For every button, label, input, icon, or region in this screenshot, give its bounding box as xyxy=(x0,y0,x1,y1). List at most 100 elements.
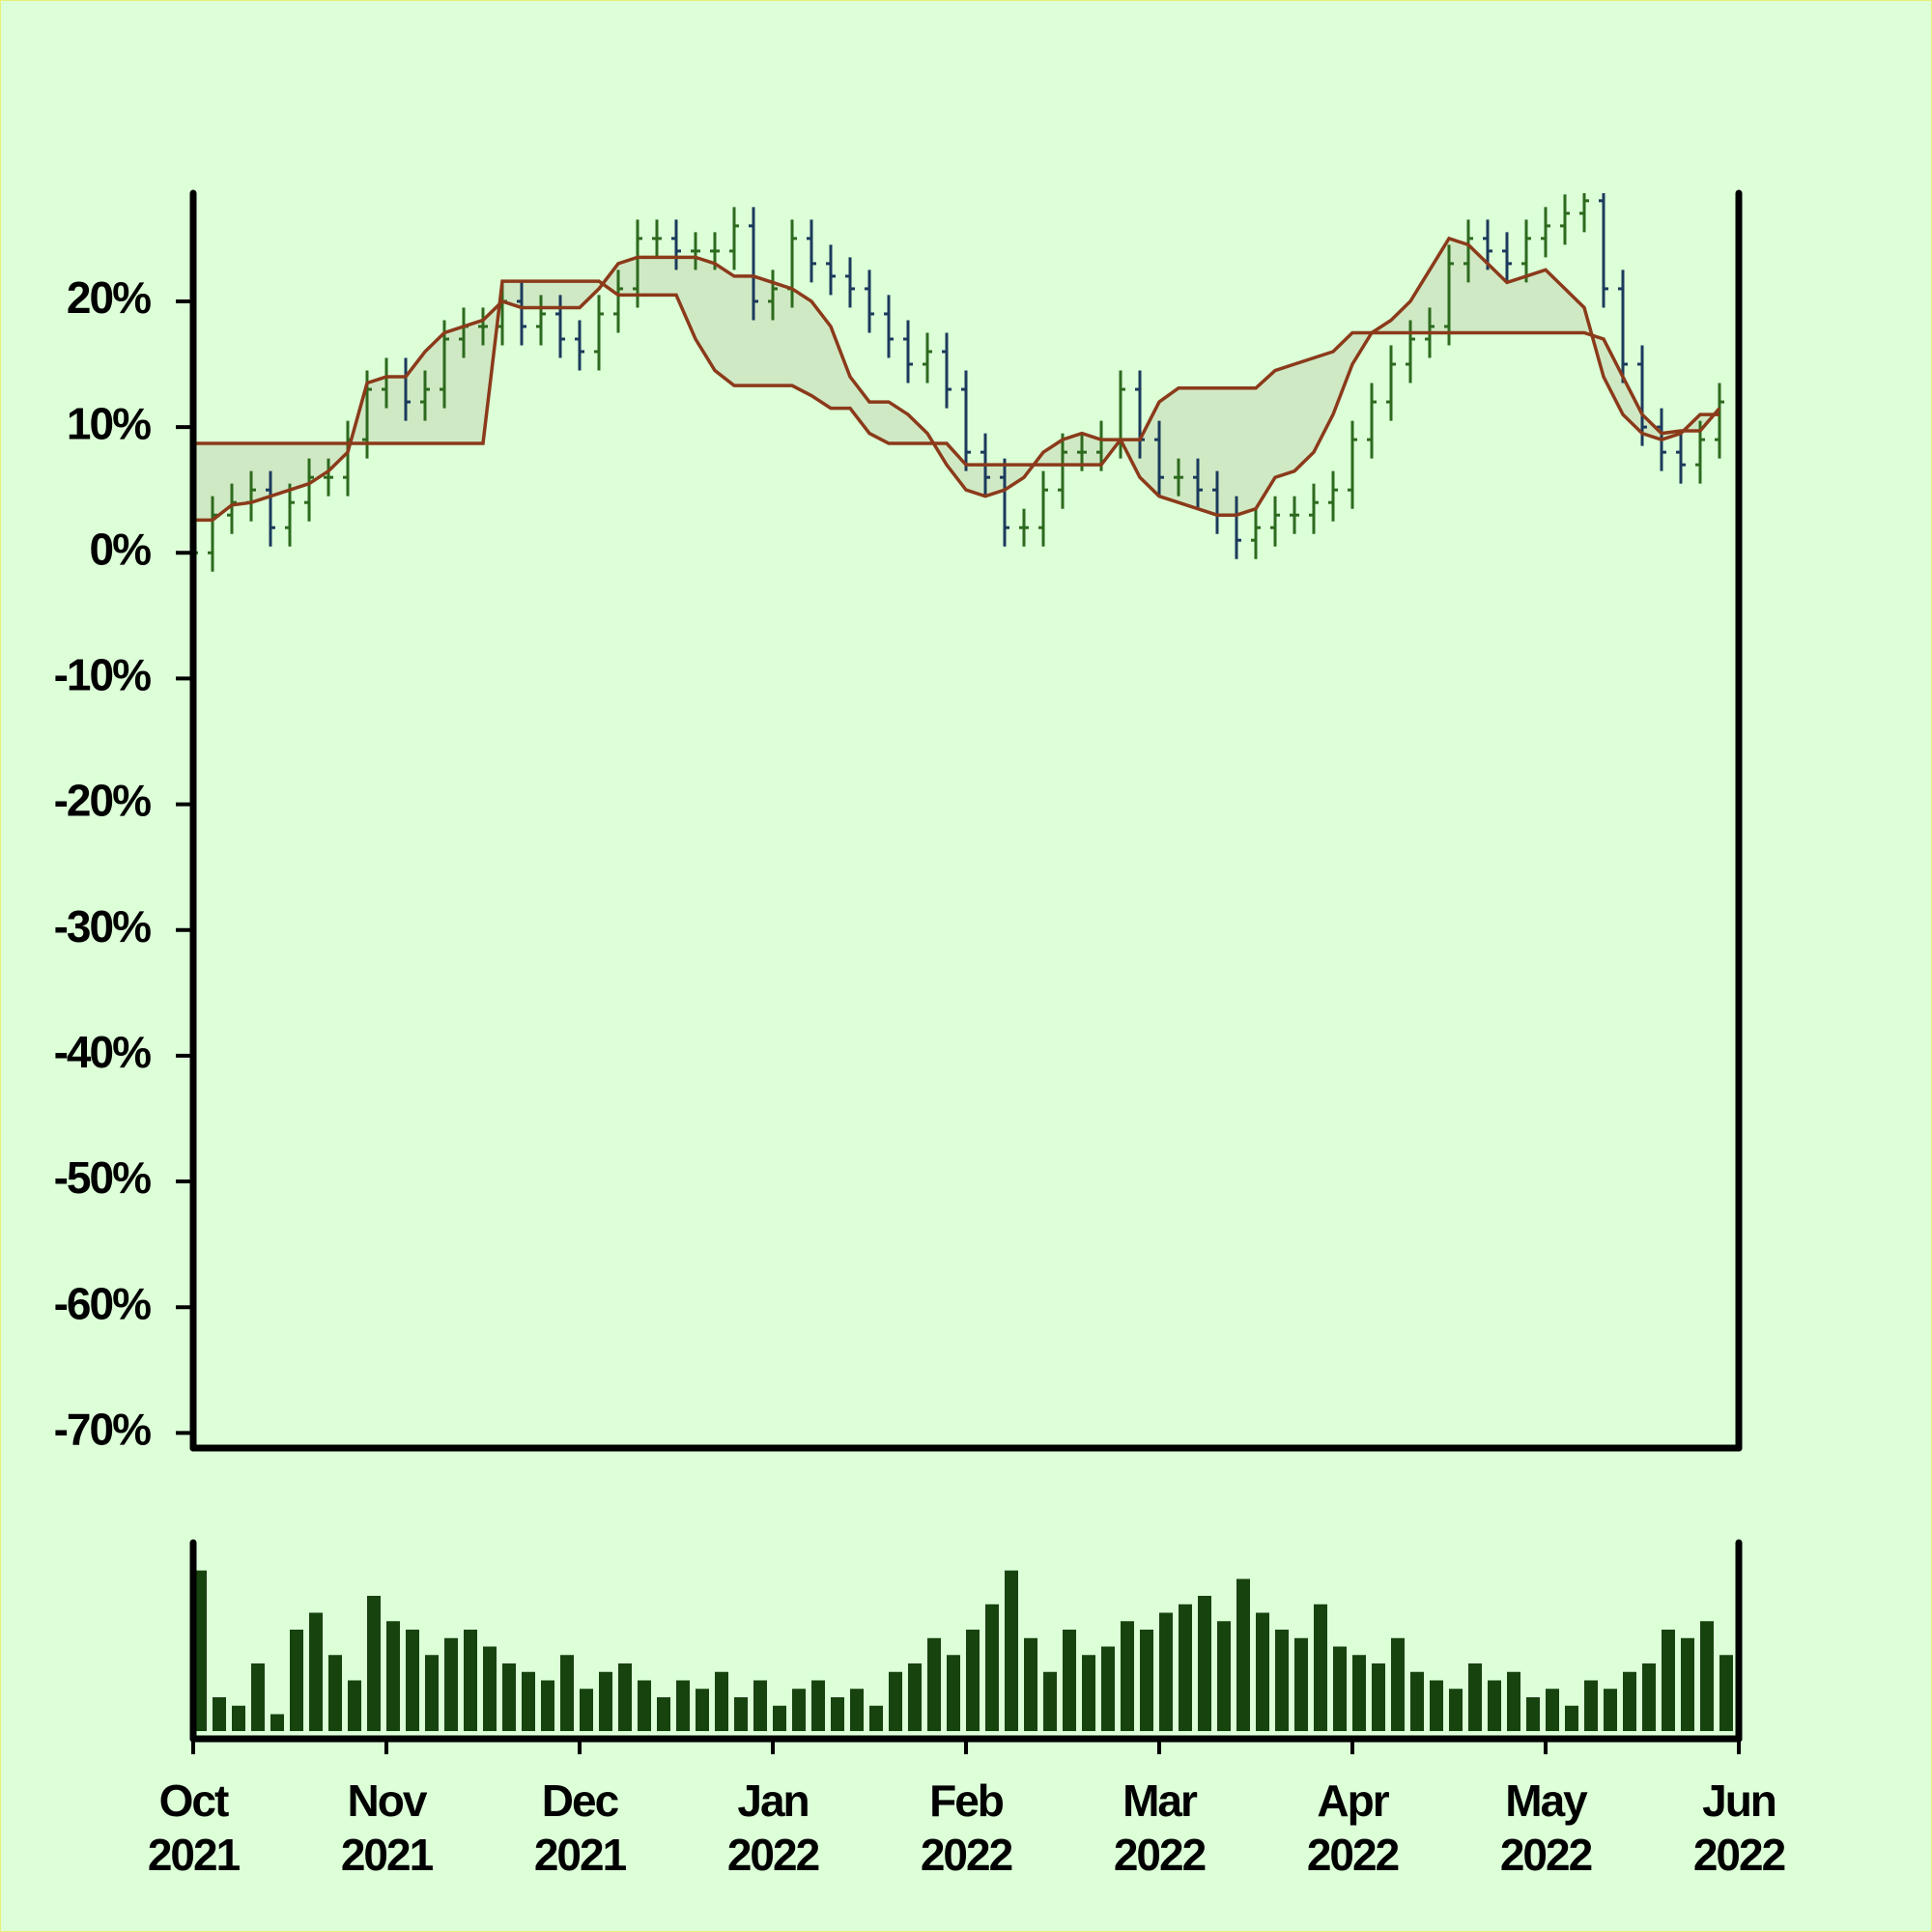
volume-bar xyxy=(638,1680,651,1731)
y-tick-label: -50% xyxy=(54,1152,151,1203)
volume-bar xyxy=(1449,1689,1463,1731)
volume-bar xyxy=(522,1671,535,1731)
volume-bar xyxy=(213,1697,226,1731)
volume-bar xyxy=(947,1655,960,1731)
volume-bar xyxy=(850,1689,864,1731)
volume-bar xyxy=(1507,1671,1520,1731)
y-tick-label: 0% xyxy=(90,524,152,574)
x-tick-label: May 2022 xyxy=(1499,1776,1593,1880)
volume-bar xyxy=(1198,1596,1211,1731)
volume-bar xyxy=(1179,1604,1192,1731)
volume-bar xyxy=(406,1630,419,1731)
volume-bar xyxy=(464,1630,477,1731)
volume-bar xyxy=(676,1680,690,1731)
volume-bar xyxy=(1468,1663,1482,1731)
volume-bar xyxy=(753,1680,767,1731)
volume-bar xyxy=(1256,1612,1269,1731)
indicator-line xyxy=(193,236,1719,523)
volume-bar xyxy=(715,1671,728,1731)
volume-bar xyxy=(580,1689,593,1731)
volume-bar xyxy=(1372,1663,1385,1731)
volume-bar xyxy=(1604,1689,1617,1731)
y-tick-label: -70% xyxy=(54,1405,151,1455)
volume-bar xyxy=(1121,1621,1134,1731)
volume-bar xyxy=(1024,1637,1037,1731)
volume-bar xyxy=(309,1612,323,1731)
y-tick-label: -10% xyxy=(54,650,151,700)
volume-bar xyxy=(985,1604,999,1731)
volume-bar xyxy=(792,1689,806,1731)
volume-bar xyxy=(483,1646,497,1731)
volume-bar xyxy=(1082,1655,1095,1731)
volume-bar xyxy=(773,1705,786,1731)
volume-bar xyxy=(386,1621,400,1731)
y-tick-label: 10% xyxy=(67,398,151,448)
volume-bar xyxy=(966,1630,980,1731)
volume-bar xyxy=(1662,1630,1675,1731)
volume-bar xyxy=(1565,1705,1578,1731)
volume-bar xyxy=(1159,1612,1173,1731)
volume-bar xyxy=(425,1655,439,1731)
volume-bar xyxy=(1217,1621,1231,1731)
volume-bar xyxy=(270,1714,284,1731)
volume-bar xyxy=(1063,1630,1076,1731)
y-tick-label: 20% xyxy=(67,272,151,323)
volume-bar xyxy=(541,1680,554,1731)
volume-bar xyxy=(251,1663,265,1731)
y-tick-label: -60% xyxy=(54,1278,151,1328)
volume-bar xyxy=(1352,1655,1366,1731)
volume-bar xyxy=(560,1655,574,1731)
volume-bar xyxy=(889,1671,902,1731)
y-tick-label: -30% xyxy=(54,901,151,952)
volume-bar xyxy=(811,1680,825,1731)
volume-bar xyxy=(1043,1671,1057,1731)
volume-bar xyxy=(1140,1630,1153,1731)
volume-bar xyxy=(1005,1570,1018,1731)
indicator-line xyxy=(193,279,1721,467)
volume-bar xyxy=(348,1680,361,1731)
volume-bar xyxy=(869,1705,883,1731)
volume-bar xyxy=(1430,1680,1443,1731)
x-tick-label: Jan 2022 xyxy=(726,1776,820,1880)
volume-bar xyxy=(1391,1637,1405,1731)
volume-bar xyxy=(1294,1637,1308,1731)
volume-bar xyxy=(657,1697,670,1731)
volume-bar xyxy=(1333,1646,1347,1731)
volume-bar xyxy=(232,1705,245,1731)
volume-bar xyxy=(1681,1637,1694,1731)
volume-bar xyxy=(1275,1630,1289,1731)
x-tick-label: Nov 2021 xyxy=(340,1776,434,1880)
x-tick-label: Oct 2021 xyxy=(147,1776,241,1880)
volume-bar xyxy=(290,1630,303,1731)
volume-bar xyxy=(1101,1646,1115,1731)
y-tick-label: -20% xyxy=(54,776,151,826)
volume-bar xyxy=(1546,1689,1559,1731)
y-tick-label: -40% xyxy=(54,1027,151,1077)
volume-bar xyxy=(1642,1663,1656,1731)
cloud xyxy=(193,238,1719,521)
volume-bar xyxy=(1584,1680,1598,1731)
volume-bar xyxy=(1314,1604,1327,1731)
volume-bar xyxy=(734,1697,748,1731)
volume-bar xyxy=(831,1697,844,1731)
x-tick-label: Apr 2022 xyxy=(1306,1776,1400,1880)
volume-bar xyxy=(328,1655,342,1731)
volume-bar xyxy=(1700,1621,1714,1731)
x-tick-label: Mar 2022 xyxy=(1113,1776,1207,1880)
x-tick-label: Dec 2021 xyxy=(533,1776,627,1880)
volume-bar xyxy=(1623,1671,1636,1731)
volume-bar xyxy=(696,1689,709,1731)
x-tick-label: Feb 2022 xyxy=(920,1776,1013,1880)
volume-bar xyxy=(1719,1655,1733,1731)
volume-bar xyxy=(502,1663,516,1731)
volume-bar xyxy=(927,1637,941,1731)
volume-bar xyxy=(367,1596,381,1731)
volume-bar xyxy=(1410,1671,1424,1731)
x-tick-label: Jun 2022 xyxy=(1692,1776,1786,1880)
plot-area xyxy=(193,193,1724,584)
volume-bar xyxy=(1526,1697,1540,1731)
volume-bar xyxy=(1236,1578,1250,1731)
volume-bar xyxy=(1488,1680,1501,1731)
